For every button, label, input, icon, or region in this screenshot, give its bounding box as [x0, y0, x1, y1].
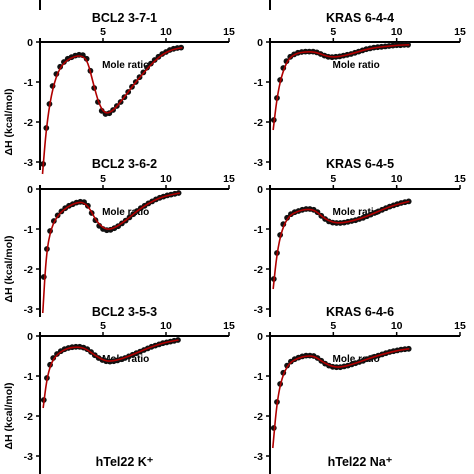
y-tick-label: -2 [254, 264, 263, 276]
x-tick-label: 15 [223, 26, 235, 38]
y-tick-label: 0 [257, 184, 263, 196]
panel-kras-6-4-4: KRAS 6-4-45 10 15 0 -1 -2 -3 Mole ratio [254, 11, 466, 170]
y-tick-label: -1 [254, 77, 263, 89]
y-tick-label: -3 [24, 451, 33, 463]
panel-title: KRAS 6-4-5 [326, 157, 394, 171]
y-tick-label: -3 [254, 451, 263, 463]
x-tick-label: 10 [160, 320, 172, 332]
x-tick-label: 15 [454, 173, 466, 185]
x-axis-label: Mole ratio [333, 354, 380, 365]
panel-htel22-k-: hTel22 K⁺ [39, 455, 154, 474]
fit-curve [271, 348, 410, 449]
x-tick-label: 15 [454, 320, 466, 332]
x-tick-label: 5 [330, 320, 336, 332]
x-tick-label: 10 [160, 173, 172, 185]
x-axis-label: Mole ratio [102, 60, 149, 71]
y-tick-label: 0 [27, 37, 33, 49]
x-axis-label: Mole ratio [333, 60, 380, 71]
panel-title: hTel22 K⁺ [96, 455, 154, 469]
x-tick-label: 10 [391, 173, 403, 185]
data-point [284, 214, 290, 221]
y-tick-label: -3 [254, 157, 263, 169]
y-tick-label: -1 [24, 371, 33, 383]
y-tick-label: -3 [254, 304, 263, 316]
y-tick-label: 0 [257, 331, 263, 343]
x-tick-label: 5 [330, 173, 336, 185]
panel-title: hTel22 Na⁺ [328, 455, 393, 469]
y-tick-label: -1 [24, 224, 33, 236]
y-tick-label: -1 [254, 371, 263, 383]
y-tick-label: -2 [24, 264, 33, 276]
data-point [61, 59, 67, 65]
x-tick-label: 10 [391, 320, 403, 332]
x-tick-label: 10 [160, 26, 172, 38]
y-tick-label: -1 [254, 224, 263, 236]
y-axis-label: ΔH (kcal/mol) [3, 382, 15, 449]
panel-htel22-na-: hTel22 Na⁺ [269, 455, 393, 474]
x-tick-label: 5 [100, 173, 106, 185]
data-point [98, 107, 105, 114]
y-axis-label: ΔH (kcal/mol) [3, 88, 15, 155]
y-tick-label: 0 [27, 331, 33, 343]
x-tick-label: 15 [223, 320, 235, 332]
y-tick-label: -2 [24, 411, 33, 423]
fit-curve [272, 200, 410, 290]
panel-title: BCL2 3-6-2 [92, 157, 157, 171]
panel-kras-6-4-6: KRAS 6-4-65 10 15 0 -1 -2 -3 Mole ratio [254, 305, 466, 464]
fit-curve [272, 44, 410, 131]
x-tick-label: 5 [100, 320, 106, 332]
x-tick-label: 5 [330, 26, 336, 38]
panel-title: KRAS 6-4-4 [326, 11, 394, 25]
x-axis-label: Mole ratio [102, 207, 149, 218]
data-point [144, 64, 151, 71]
fit-curve [41, 46, 183, 175]
x-tick-label: 15 [223, 173, 235, 185]
x-axis-label: Mole ratio [333, 207, 380, 218]
panel-title: BCL2 3-7-1 [92, 11, 157, 25]
panel-kras-6-4-5: KRAS 6-4-5 5 10 15 0 -1 -2 -3 Mole ratio [254, 157, 466, 317]
fit-curve [42, 339, 179, 409]
x-tick-label: 10 [391, 26, 403, 38]
y-tick-label: 0 [27, 184, 33, 196]
panel-bcl2-3-7-1: BCL2 3-7-15 10 15 0 -1 -2 -3 Mole ratio ΔH (kcal… [3, 11, 235, 175]
y-tick-label: -1 [24, 77, 33, 89]
panel-bcl2-3-6-2: BCL2 3-6-2 5 10 15 0 -1 -2 -3 Mole ratio ΔH (kcal… [3, 157, 235, 317]
fit-curve [41, 192, 181, 314]
y-axis-label: ΔH (kcal/mol) [3, 235, 15, 302]
panel-title: KRAS 6-4-6 [326, 305, 394, 319]
data-point [147, 60, 154, 67]
x-tick-label: 15 [454, 26, 466, 38]
y-tick-label: -3 [24, 304, 33, 316]
y-tick-label: -2 [24, 117, 33, 129]
panel-title: BCL2 3-5-3 [92, 305, 157, 319]
y-tick-label: -2 [254, 411, 263, 423]
data-point [83, 55, 90, 62]
x-tick-label: 5 [100, 26, 106, 38]
y-tick-label: -3 [24, 157, 33, 169]
y-tick-label: 0 [257, 37, 263, 49]
y-tick-label: -2 [254, 117, 263, 129]
